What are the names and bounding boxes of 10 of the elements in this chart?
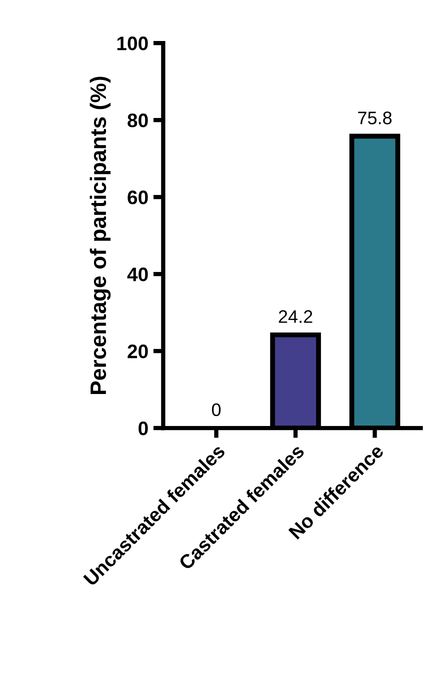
data-label: 24.2 [278,310,312,323]
data-label: 0 [212,403,221,416]
y-axis-title: Percentage of participants (%) [90,76,111,394]
y-tick-label: 80 [128,114,148,128]
data-label: 75.8 [358,112,392,124]
y-tick-label: 20 [128,344,148,358]
y-tick-label: 40 [127,268,148,282]
y-tick-label: 100 [117,36,148,50]
y-tick-label: 0 [138,421,148,436]
y-tick-label: 60 [128,190,148,204]
